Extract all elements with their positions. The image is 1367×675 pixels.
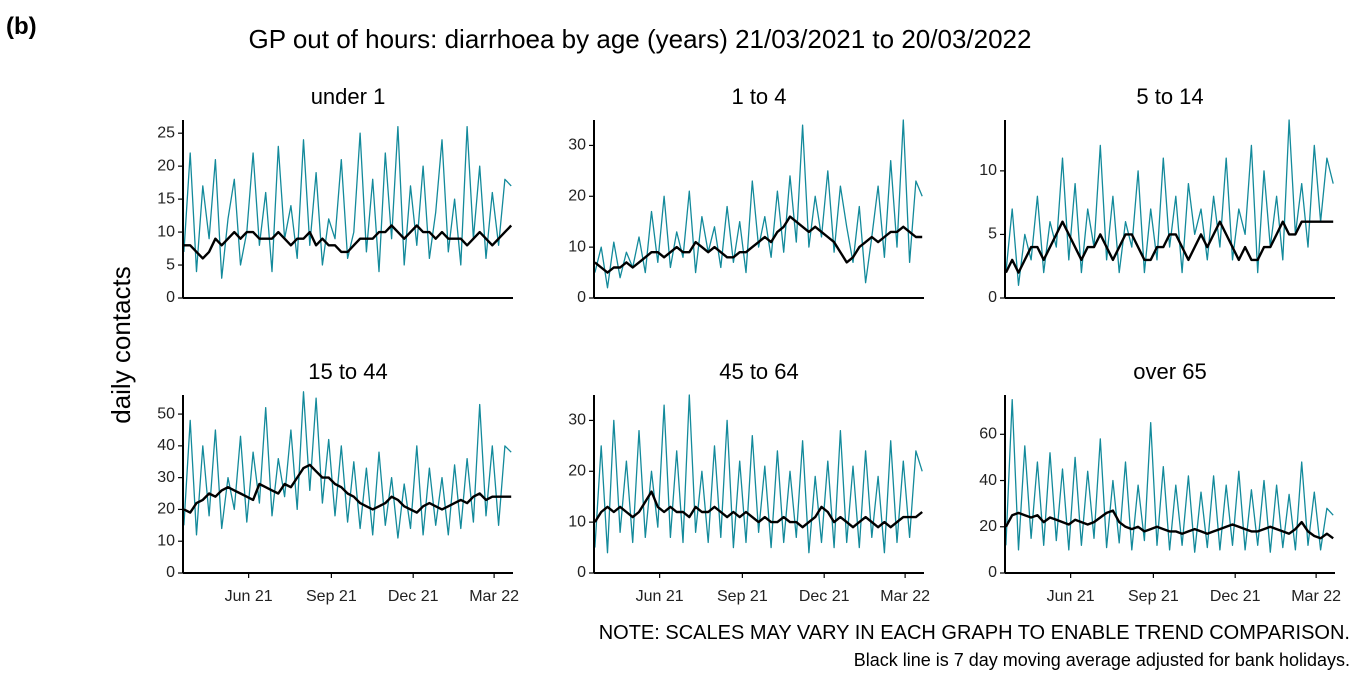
panel-title: 15 to 44 xyxy=(308,359,388,384)
x-tick-label: Jun 21 xyxy=(636,588,684,605)
y-tick-label: 0 xyxy=(166,289,175,306)
daily-line xyxy=(183,125,512,279)
chart-title: GP out of hours: diarrhoea by age (years… xyxy=(249,24,1032,54)
y-tick-label: 20 xyxy=(979,518,997,535)
daily-line xyxy=(183,391,512,539)
x-tick-label: Jun 21 xyxy=(1047,588,1095,605)
y-tick-label: 20 xyxy=(568,188,586,205)
x-tick-label: Dec 21 xyxy=(799,588,850,605)
panel-label: (b) xyxy=(6,13,37,40)
y-tick-label: 0 xyxy=(988,564,997,581)
y-tick-label: 40 xyxy=(979,472,997,489)
y-tick-label: 20 xyxy=(157,157,175,174)
y-tick-label: 0 xyxy=(577,564,586,581)
y-tick-label: 0 xyxy=(577,289,586,306)
y-tick-label: 10 xyxy=(568,513,586,530)
daily-line xyxy=(594,394,923,554)
moving-average-line xyxy=(1004,220,1334,274)
moving-average-line xyxy=(593,490,923,529)
x-tick-label: Sep 21 xyxy=(1128,588,1179,605)
x-tick-label: Mar 22 xyxy=(469,588,519,605)
y-tick-label: 0 xyxy=(166,564,175,581)
y-tick-label: 10 xyxy=(979,162,997,179)
panel-title: 45 to 64 xyxy=(719,359,799,384)
x-tick-label: Jun 21 xyxy=(225,588,273,605)
y-tick-label: 30 xyxy=(157,469,175,486)
note: Black line is 7 day moving average adjus… xyxy=(854,650,1350,670)
y-tick-label: 5 xyxy=(166,256,175,273)
panel-title: over 65 xyxy=(1133,359,1206,384)
y-tick-label: 20 xyxy=(157,501,175,518)
daily-line xyxy=(1005,398,1334,553)
x-tick-label: Dec 21 xyxy=(388,588,439,605)
y-tick-label: 5 xyxy=(988,226,997,243)
note: NOTE: SCALES MAY VARY IN EACH GRAPH TO E… xyxy=(599,622,1350,644)
x-tick-label: Mar 22 xyxy=(880,588,930,605)
y-tick-label: 30 xyxy=(568,412,586,429)
panel-title: 1 to 4 xyxy=(731,84,786,109)
y-tick-label: 10 xyxy=(157,532,175,549)
y-axis-label: daily contacts xyxy=(106,266,136,424)
moving-average-line xyxy=(183,463,512,514)
y-tick-label: 60 xyxy=(979,426,997,443)
x-tick-label: Sep 21 xyxy=(306,588,357,605)
daily-line xyxy=(594,119,923,289)
y-tick-label: 25 xyxy=(157,124,175,141)
y-tick-label: 10 xyxy=(157,223,175,240)
x-tick-label: Mar 22 xyxy=(1291,588,1341,605)
daily-line xyxy=(1005,119,1334,286)
y-tick-label: 50 xyxy=(157,405,175,422)
y-tick-label: 10 xyxy=(568,238,586,255)
moving-average-line xyxy=(1004,509,1334,540)
x-tick-label: Sep 21 xyxy=(717,588,768,605)
y-tick-label: 15 xyxy=(157,190,175,207)
y-tick-label: 20 xyxy=(568,463,586,480)
x-tick-label: Dec 21 xyxy=(1210,588,1261,605)
moving-average-line xyxy=(183,224,513,260)
panel-title: under 1 xyxy=(311,84,386,109)
y-tick-label: 40 xyxy=(157,437,175,454)
panel-title: 5 to 14 xyxy=(1136,84,1203,109)
y-tick-label: 30 xyxy=(568,137,586,154)
moving-average-line xyxy=(594,215,923,274)
y-tick-label: 0 xyxy=(988,289,997,306)
